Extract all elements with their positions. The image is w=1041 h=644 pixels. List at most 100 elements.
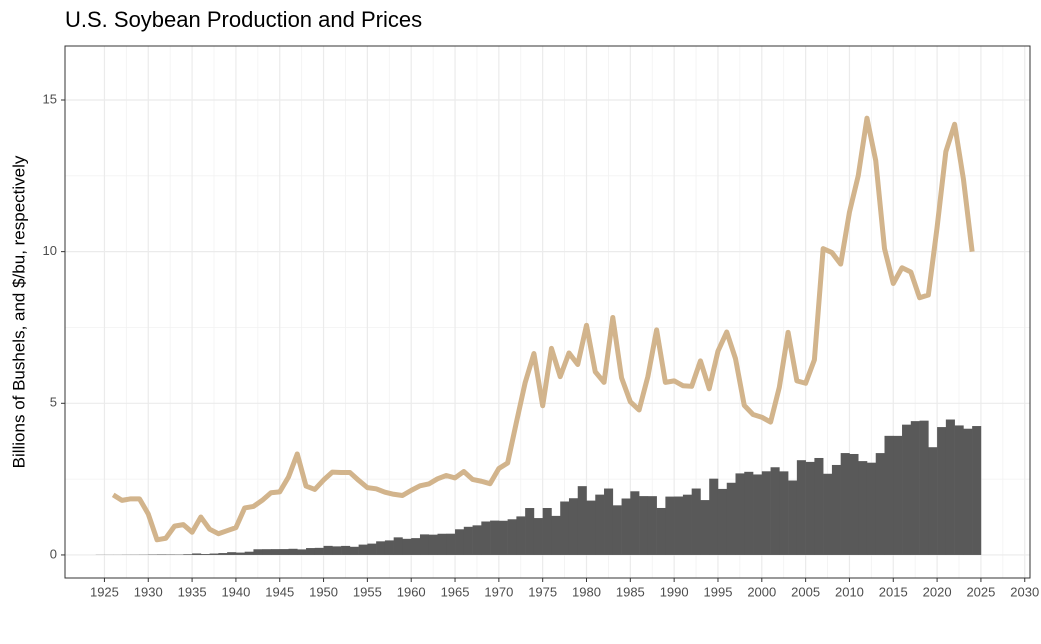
bar (814, 457, 824, 555)
bar (446, 533, 456, 555)
x-tick-label: 1960 (397, 584, 426, 599)
bar (726, 482, 736, 555)
bar (183, 554, 193, 555)
bar (840, 453, 850, 555)
bar (945, 419, 955, 555)
bar (674, 496, 684, 555)
x-tick-label: 1985 (616, 584, 645, 599)
bar (621, 498, 631, 555)
y-axis-title: Billions of Bushels, and $/bu, respectiv… (9, 155, 28, 468)
bar (709, 478, 719, 555)
bar (910, 421, 920, 555)
bar (498, 520, 508, 555)
x-tick-label: 1990 (660, 584, 689, 599)
x-tick-label: 1965 (441, 584, 470, 599)
bar (200, 554, 210, 555)
bar (823, 473, 833, 555)
bar (656, 507, 666, 555)
bar (928, 447, 938, 555)
bar (902, 424, 912, 555)
x-tick-label: 1925 (90, 584, 119, 599)
bar (577, 486, 587, 555)
bar (376, 541, 386, 555)
bar (411, 538, 421, 555)
bar (779, 471, 789, 555)
x-tick-label: 1955 (353, 584, 382, 599)
bar (253, 549, 263, 555)
price-line (111, 115, 975, 543)
x-tick-label: 1995 (704, 584, 733, 599)
bar (963, 428, 973, 555)
y-tick-label: 15 (43, 91, 57, 106)
bar (717, 488, 728, 555)
x-tick-label: 1930 (134, 584, 163, 599)
bar (551, 515, 561, 555)
x-tick-label: 2010 (835, 584, 864, 599)
y-tick-label: 5 (50, 395, 57, 410)
bar (437, 533, 447, 555)
bar (455, 529, 465, 555)
bar (919, 420, 929, 555)
bar (472, 525, 482, 555)
x-tick-label: 1970 (484, 584, 513, 599)
bar (227, 552, 237, 555)
x-tick-label: 2020 (923, 584, 952, 599)
bar (244, 551, 254, 555)
bar (218, 553, 228, 555)
bar (306, 548, 316, 555)
bar (875, 453, 885, 555)
bar (884, 435, 894, 555)
bar (525, 508, 535, 555)
bar (533, 518, 543, 555)
bar (314, 547, 324, 555)
x-tick-label: 1975 (528, 584, 557, 599)
bar (744, 471, 754, 555)
bar (384, 540, 394, 555)
bar (463, 526, 473, 555)
bar (770, 467, 780, 555)
bar (893, 435, 903, 555)
x-tick-label: 1945 (265, 584, 294, 599)
bar (393, 537, 403, 555)
bar (323, 545, 333, 555)
bar (297, 549, 307, 555)
bar (358, 544, 368, 555)
bar (788, 480, 798, 555)
bar (341, 545, 351, 555)
x-tick-label: 1980 (572, 584, 601, 599)
chart-title: U.S. Soybean Production and Prices (65, 7, 422, 32)
bar (279, 549, 289, 555)
x-tick-label: 1940 (221, 584, 250, 599)
bar (665, 496, 675, 555)
bar (481, 521, 491, 555)
bar (753, 474, 763, 555)
bar (542, 507, 552, 555)
bar (682, 494, 692, 555)
bar (209, 553, 219, 555)
bar (516, 516, 526, 555)
bar (270, 549, 281, 555)
bar (349, 546, 359, 555)
bar (858, 461, 868, 555)
bar (192, 553, 202, 555)
x-tick-label: 2025 (966, 584, 995, 599)
bar (288, 548, 298, 555)
bar (866, 462, 877, 555)
bar (630, 491, 640, 555)
bar (691, 488, 701, 555)
bar (262, 549, 272, 555)
bar (235, 552, 245, 555)
bar (831, 464, 841, 555)
bar (428, 534, 438, 555)
bar (595, 494, 605, 555)
y-tick-label: 10 (43, 243, 57, 258)
x-tick-label: 2000 (747, 584, 776, 599)
bar (639, 496, 649, 555)
bar (612, 505, 622, 555)
x-tick-label: 2030 (1010, 584, 1039, 599)
bar (700, 500, 710, 555)
bar (796, 460, 806, 555)
bar (507, 519, 517, 555)
bar (647, 496, 657, 555)
